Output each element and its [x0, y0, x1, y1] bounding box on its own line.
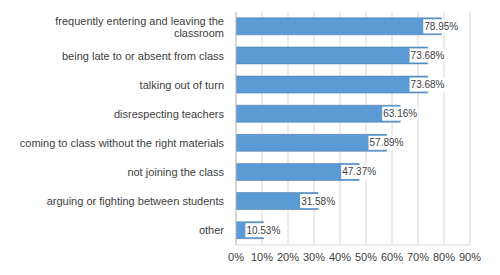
svg-text:63.16%: 63.16% [383, 108, 417, 119]
svg-text:10%: 10% [251, 251, 273, 263]
svg-text:0%: 0% [228, 251, 244, 263]
svg-text:70%: 70% [407, 251, 429, 263]
svg-text:31.58%: 31.58% [301, 196, 335, 207]
svg-text:coming to class without the ri: coming to class without the right materi… [20, 137, 225, 149]
svg-text:30%: 30% [303, 251, 325, 263]
svg-text:disrespecting teachers: disrespecting teachers [114, 108, 225, 120]
svg-text:60%: 60% [381, 251, 403, 263]
svg-text:10.53%: 10.53% [246, 225, 280, 236]
svg-text:47.37%: 47.37% [342, 166, 376, 177]
svg-text:90%: 90% [459, 251, 481, 263]
svg-text:talking out of turn: talking out of turn [140, 79, 224, 91]
svg-text:20%: 20% [277, 251, 299, 263]
svg-text:73.68%: 73.68% [411, 79, 445, 90]
svg-text:80%: 80% [433, 251, 455, 263]
svg-text:frequently entering and leavin: frequently entering and leaving theclass… [55, 15, 224, 39]
svg-text:being late to or absent from c: being late to or absent from class [62, 50, 225, 62]
svg-text:40%: 40% [329, 251, 351, 263]
svg-text:78.95%: 78.95% [424, 21, 458, 32]
svg-text:57.89%: 57.89% [370, 137, 404, 148]
svg-text:73.68%: 73.68% [411, 50, 445, 61]
svg-text:arguing or fighting between st: arguing or fighting between students [47, 195, 225, 207]
svg-text:not joining the class: not joining the class [127, 166, 224, 178]
svg-text:other: other [199, 224, 224, 236]
svg-text:50%: 50% [355, 251, 377, 263]
